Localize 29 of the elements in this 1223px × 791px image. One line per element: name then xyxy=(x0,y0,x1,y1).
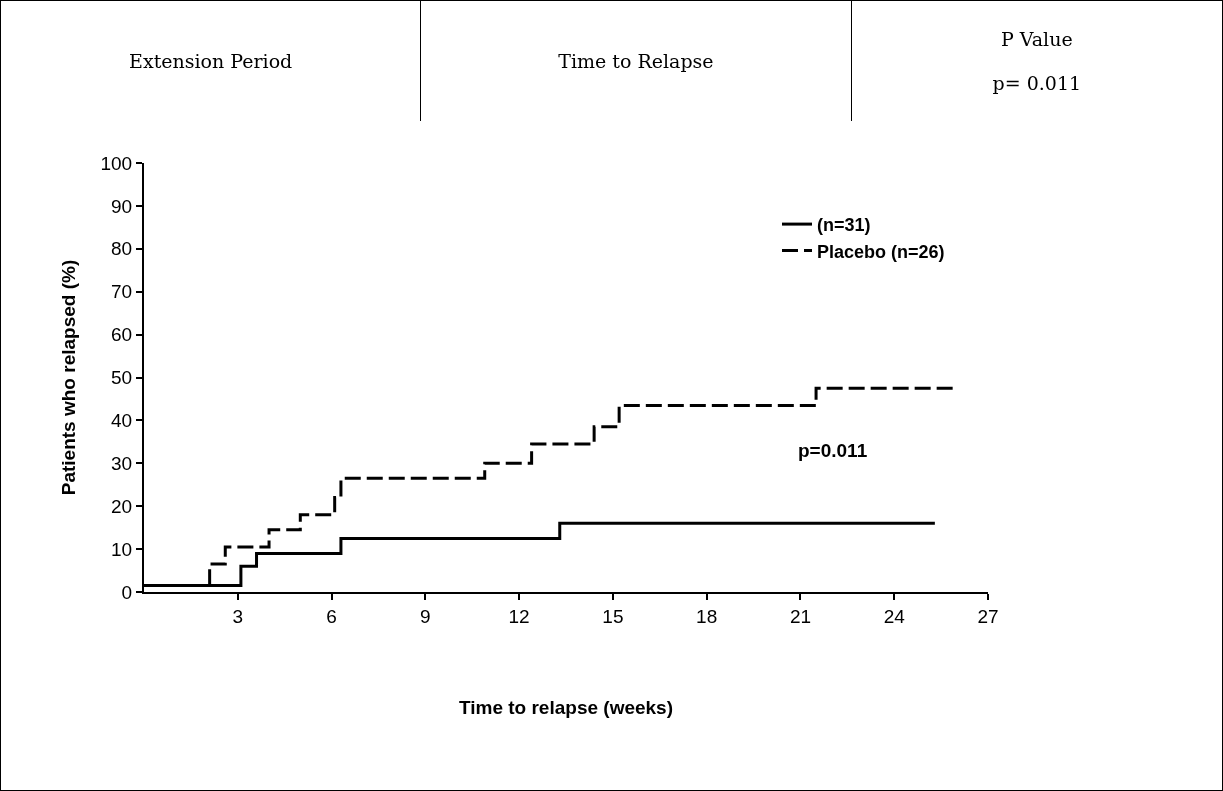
x-axis-title: Time to relapse (weeks) xyxy=(458,697,674,719)
x-tick-label: 24 xyxy=(883,605,906,627)
y-tick-label: 90 xyxy=(111,195,133,217)
x-tick-label: 3 xyxy=(232,605,244,627)
x-tick-label: 6 xyxy=(326,605,337,627)
x-tick-label: 9 xyxy=(420,605,431,627)
annotation: p=0.011 xyxy=(798,440,868,461)
text: P Value xyxy=(1000,28,1073,50)
legend-label: Placebo (n=26) xyxy=(817,241,945,262)
y-tick-label: 20 xyxy=(111,495,133,517)
y-tick-label: 0 xyxy=(121,581,133,603)
y-tick-label: 60 xyxy=(111,324,133,346)
x-tick-label: 15 xyxy=(602,605,624,627)
y-tick-label: 100 xyxy=(100,152,133,174)
legend-label: (n=31) xyxy=(817,215,871,236)
text: p= 0.011 xyxy=(992,72,1082,94)
text: Time to Relapse xyxy=(558,50,714,72)
y-tick-label: 50 xyxy=(111,367,133,389)
text: Extension Period xyxy=(129,50,293,72)
x-tick-label: 18 xyxy=(696,605,718,627)
y-tick-label: 80 xyxy=(111,238,133,260)
x-tick-label: 21 xyxy=(789,605,812,627)
x-tick-label: 27 xyxy=(977,605,999,627)
y-tick-label: 40 xyxy=(111,410,133,432)
y-axis-title: Patients who relapsed (%) xyxy=(57,259,79,496)
x-tick-label: 12 xyxy=(508,605,530,627)
y-tick-label: 70 xyxy=(111,281,133,303)
y-tick-label: 10 xyxy=(111,538,133,560)
y-tick-label: 30 xyxy=(111,452,133,474)
